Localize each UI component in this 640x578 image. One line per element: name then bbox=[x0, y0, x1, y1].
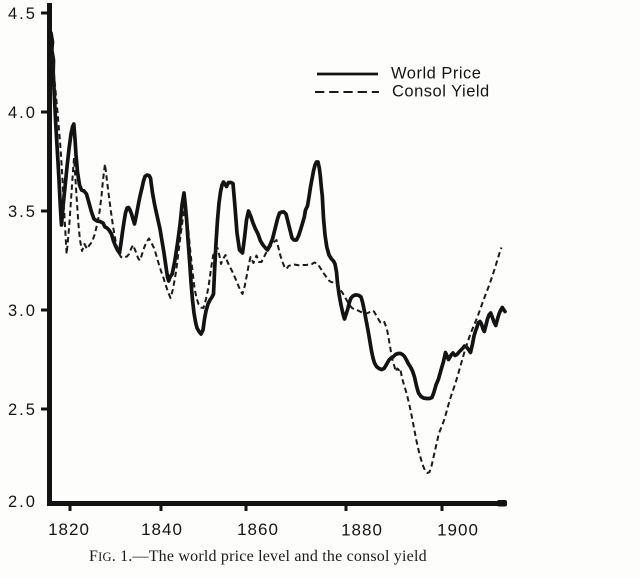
svg-text:1820: 1820 bbox=[48, 520, 90, 539]
svg-text:1900: 1900 bbox=[437, 521, 479, 540]
svg-text:1840: 1840 bbox=[141, 520, 183, 539]
svg-text:1880: 1880 bbox=[341, 521, 383, 540]
svg-text:4.0: 4.0 bbox=[8, 104, 37, 122]
svg-text:2.0: 2.0 bbox=[8, 493, 37, 511]
svg-text:4.5: 4.5 bbox=[8, 5, 37, 23]
svg-text:Consol Yield: Consol Yield bbox=[392, 83, 490, 101]
svg-text:3.5: 3.5 bbox=[8, 203, 37, 221]
svg-text:3.0: 3.0 bbox=[8, 302, 37, 320]
svg-text:2.5: 2.5 bbox=[8, 401, 37, 419]
svg-text:FIG. 1.—The world price level: FIG. 1.—The world price level and the co… bbox=[89, 548, 427, 565]
svg-text:1860: 1860 bbox=[237, 520, 279, 539]
svg-text:World Price: World Price bbox=[391, 65, 481, 83]
